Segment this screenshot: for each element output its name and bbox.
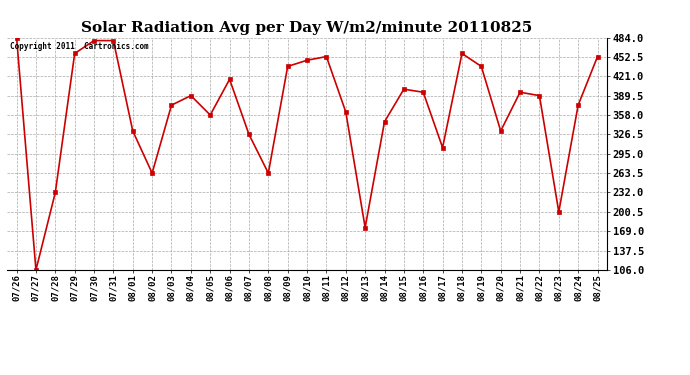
Text: Copyright 2011  Cartronics.com: Copyright 2011 Cartronics.com	[10, 42, 148, 51]
Title: Solar Radiation Avg per Day W/m2/minute 20110825: Solar Radiation Avg per Day W/m2/minute …	[81, 21, 533, 35]
